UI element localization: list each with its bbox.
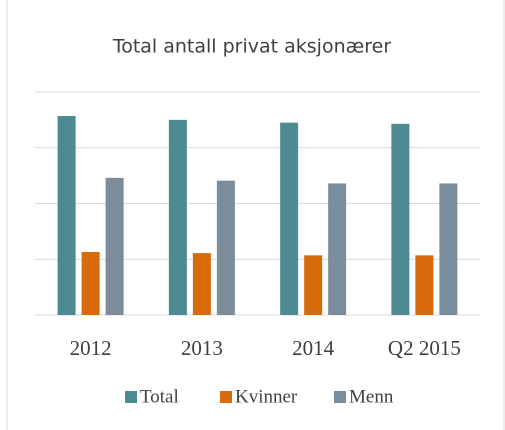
x-tick-label: Q2 2015 xyxy=(388,336,461,360)
legend-label: Kvinner xyxy=(235,386,298,407)
bar xyxy=(391,123,410,315)
legend-swatch xyxy=(220,391,232,403)
x-tick-label: 2013 xyxy=(181,336,223,360)
bar xyxy=(415,255,434,315)
bar xyxy=(216,180,235,315)
bar xyxy=(105,177,124,315)
bar xyxy=(304,255,323,315)
legend-swatch xyxy=(125,391,137,403)
bar xyxy=(57,115,76,315)
legend-label: Menn xyxy=(349,386,394,407)
legend-label: Total xyxy=(140,386,179,407)
bar xyxy=(168,119,187,315)
x-tick-label: 2012 xyxy=(70,336,112,360)
x-tick-label: 2014 xyxy=(292,336,335,360)
bar xyxy=(439,183,458,315)
legend-swatch xyxy=(334,391,346,403)
bar xyxy=(328,183,347,315)
bar xyxy=(192,253,211,315)
bar xyxy=(280,122,299,315)
chart-frame xyxy=(6,0,505,430)
chart-title: Total antall privat aksjonærer xyxy=(112,36,392,58)
bar xyxy=(81,252,100,315)
